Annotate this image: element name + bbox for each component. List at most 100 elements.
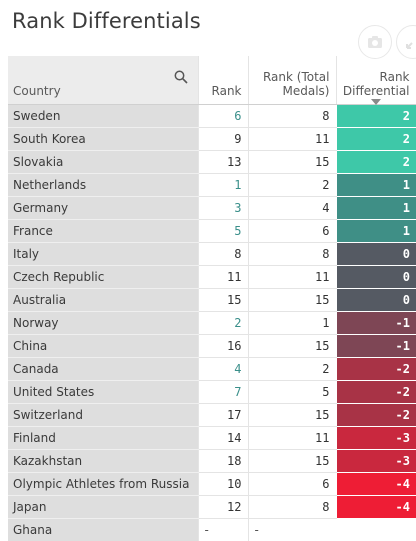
- cell-country[interactable]: Netherlands: [8, 174, 198, 197]
- cell-country[interactable]: Finland: [8, 427, 198, 450]
- cell-country[interactable]: Japan: [8, 496, 198, 519]
- cell-rank: 1: [198, 174, 248, 197]
- rank-table: Country Rank Rank (Total Medals) Rank Di…: [8, 56, 416, 541]
- cell-rank: 10: [198, 473, 248, 496]
- cell-rank: 8: [198, 243, 248, 266]
- cell-rank-differential: 2: [336, 105, 416, 128]
- cell-rank-differential: -1: [336, 335, 416, 358]
- cell-country[interactable]: Slovakia: [8, 151, 198, 174]
- cell-rank-total-medals: 4: [248, 197, 336, 220]
- cell-country[interactable]: France: [8, 220, 198, 243]
- cell-rank-differential: 1: [336, 174, 416, 197]
- cell-rank: 4: [198, 358, 248, 381]
- cell-country[interactable]: United States: [8, 381, 198, 404]
- cell-country[interactable]: Norway: [8, 312, 198, 335]
- cell-rank-differential: 0: [336, 266, 416, 289]
- table-header-row: Country Rank Rank (Total Medals) Rank Di…: [8, 56, 416, 105]
- cell-rank-differential: -4: [336, 496, 416, 519]
- cell-rank: 7: [198, 381, 248, 404]
- column-header-rank-total-line2: Medals): [283, 84, 330, 98]
- cell-country[interactable]: Germany: [8, 197, 198, 220]
- cell-rank-differential: -4: [336, 473, 416, 496]
- cell-rank-total-medals: 6: [248, 220, 336, 243]
- cell-rank-differential: 1: [336, 220, 416, 243]
- cell-rank: 14: [198, 427, 248, 450]
- cell-rank: 11: [198, 266, 248, 289]
- cell-rank-differential: -2: [336, 381, 416, 404]
- cell-rank-total-medals: 11: [248, 427, 336, 450]
- cell-rank: 6: [198, 105, 248, 128]
- cell-rank-total-medals: 8: [248, 243, 336, 266]
- cell-rank-differential: -3: [336, 427, 416, 450]
- cell-country[interactable]: Sweden: [8, 105, 198, 128]
- cell-rank-total-medals: -: [248, 519, 336, 541]
- expand-icon: [404, 33, 416, 51]
- column-header-country[interactable]: Country: [8, 56, 198, 105]
- cell-rank-differential: 0: [336, 243, 416, 266]
- cell-country[interactable]: Canada: [8, 358, 198, 381]
- cell-rank-differential: 2: [336, 151, 416, 174]
- cell-rank-total-medals: 15: [248, 289, 336, 312]
- cell-rank-total-medals: 11: [248, 128, 336, 151]
- cell-rank-total-medals: 11: [248, 266, 336, 289]
- cell-rank: 3: [198, 197, 248, 220]
- cell-country[interactable]: Olympic Athletes from Russia: [8, 473, 198, 496]
- cell-rank: 16: [198, 335, 248, 358]
- cell-rank-total-medals: 15: [248, 335, 336, 358]
- column-header-rank[interactable]: Rank: [198, 56, 248, 105]
- cell-country[interactable]: Switzerland: [8, 404, 198, 427]
- cell-country[interactable]: Czech Republic: [8, 266, 198, 289]
- cell-rank-total-medals: 6: [248, 473, 336, 496]
- cell-rank-differential: 1: [336, 197, 416, 220]
- cell-rank-total-medals: 15: [248, 404, 336, 427]
- table-row: Ghana--: [8, 519, 416, 541]
- cell-country[interactable]: Italy: [8, 243, 198, 266]
- snapshot-button[interactable]: [358, 25, 392, 59]
- cell-rank-differential: -2: [336, 358, 416, 381]
- column-header-rank-label: Rank: [212, 84, 242, 98]
- cell-rank: 2: [198, 312, 248, 335]
- column-header-rank-total-line1: Rank (Total: [263, 70, 330, 84]
- cell-country[interactable]: Kazakhstan: [8, 450, 198, 473]
- cell-country[interactable]: Australia: [8, 289, 198, 312]
- cell-rank: -: [198, 519, 248, 541]
- column-header-country-label: Country: [13, 84, 61, 98]
- cell-rank-differential: [336, 519, 416, 541]
- column-header-rank-differential[interactable]: Rank Differential: [336, 56, 416, 105]
- cell-rank-differential: -2: [336, 404, 416, 427]
- cell-country[interactable]: Ghana: [8, 519, 198, 541]
- cell-rank: 13: [198, 151, 248, 174]
- search-icon[interactable]: [174, 70, 188, 84]
- cell-country[interactable]: China: [8, 335, 198, 358]
- cell-rank-total-medals: 8: [248, 105, 336, 128]
- cell-country[interactable]: South Korea: [8, 128, 198, 151]
- expand-button[interactable]: [396, 25, 416, 59]
- cell-rank-differential: 2: [336, 128, 416, 151]
- cell-rank-differential: -1: [336, 312, 416, 335]
- cell-rank-differential: 0: [336, 289, 416, 312]
- page-title: Rank Differentials: [12, 9, 201, 33]
- sort-descending-icon: [371, 99, 381, 105]
- column-header-rank-total-medals[interactable]: Rank (Total Medals): [248, 56, 336, 105]
- cell-rank: 9: [198, 128, 248, 151]
- camera-icon: [366, 33, 384, 51]
- cell-rank-differential: -3: [336, 450, 416, 473]
- cell-rank: 17: [198, 404, 248, 427]
- column-header-diff-line2: Differential: [343, 84, 410, 98]
- cell-rank: 15: [198, 289, 248, 312]
- cell-rank: 18: [198, 450, 248, 473]
